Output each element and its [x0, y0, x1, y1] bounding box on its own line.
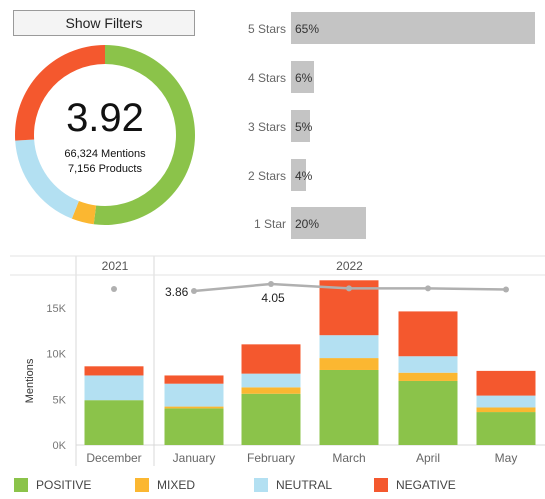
year-header-2022: 2022: [336, 259, 363, 273]
legend-negative[interactable]: NEGATIVE: [374, 478, 456, 492]
y-tick-label: 15K: [46, 303, 66, 315]
donut-slice-neutral[interactable]: [15, 139, 79, 219]
x-tick-label: May: [495, 451, 518, 465]
legend-swatch-positive: [14, 478, 28, 492]
legend-swatch-negative: [374, 478, 388, 492]
mentions-count: 66,324 Mentions: [64, 148, 146, 160]
star-value-5: 65%: [295, 22, 320, 36]
star-value-1: 20%: [295, 217, 320, 231]
bar-february-negative[interactable]: [241, 344, 301, 374]
x-tick-label: March: [332, 451, 365, 465]
star-label-5: 5 Stars: [247, 22, 286, 36]
bar-march-mixed[interactable]: [319, 358, 379, 370]
rating-point[interactable]: [191, 288, 197, 294]
bar-march-neutral[interactable]: [319, 335, 379, 359]
legend-swatch-mixed: [135, 478, 149, 492]
legend-label-mixed: MIXED: [157, 478, 196, 492]
legend-positive[interactable]: POSITIVE: [14, 478, 91, 492]
star-bar-1[interactable]: [291, 207, 367, 239]
bar-may-neutral[interactable]: [476, 395, 536, 408]
donut-slice-positive[interactable]: [93, 45, 195, 225]
x-tick-label: April: [416, 451, 440, 465]
year-header-2021: 2021: [102, 259, 129, 273]
star-bar-2[interactable]: [291, 159, 306, 191]
bar-february-mixed[interactable]: [241, 387, 301, 394]
x-tick-label: January: [173, 451, 216, 465]
star-value-4: 6%: [295, 71, 313, 85]
bar-january-negative[interactable]: [164, 375, 224, 384]
legend-swatch-neutral: [254, 478, 268, 492]
show-filters-button[interactable]: Show Filters: [13, 10, 195, 36]
bar-december-positive[interactable]: [84, 400, 144, 445]
star-label-2: 2 Stars: [247, 169, 286, 183]
bar-may-mixed[interactable]: [476, 407, 536, 413]
y-tick-label: 0K: [53, 440, 67, 452]
x-tick-label: December: [86, 451, 141, 465]
legend-mixed[interactable]: MIXED: [135, 478, 195, 492]
sentiment-donut-chart: [14, 45, 195, 225]
bar-may-positive[interactable]: [476, 412, 536, 445]
star-bar-5[interactable]: [291, 12, 535, 44]
monthly-mentions-chart: 2021 2022 0K 5K 10K 15K Mentions December Januar…: [10, 255, 545, 466]
legend-label-neutral: NEUTRAL: [276, 478, 333, 492]
rating-point-december[interactable]: [111, 286, 117, 292]
bar-february-neutral[interactable]: [241, 373, 301, 388]
y-tick-label: 10K: [46, 349, 66, 361]
bar-december-negative[interactable]: [84, 366, 144, 376]
bar-december-neutral[interactable]: [84, 375, 144, 401]
bar-may-negative[interactable]: [476, 370, 536, 396]
rating-point[interactable]: [346, 285, 352, 292]
bar-january-mixed[interactable]: [164, 406, 224, 409]
star-value-2: 4%: [295, 169, 313, 183]
y-tick-label: 5K: [53, 394, 67, 406]
rating-label-february: 4.05: [261, 291, 285, 305]
star-bar-4[interactable]: [291, 61, 314, 93]
star-bar-3[interactable]: [291, 110, 310, 142]
bar-april-mixed[interactable]: [398, 372, 458, 381]
rating-point[interactable]: [425, 285, 431, 292]
legend-label-positive: POSITIVE: [36, 478, 92, 492]
y-axis-title: Mentions: [24, 358, 36, 403]
bar-march-positive[interactable]: [319, 369, 379, 445]
donut-slice-negative[interactable]: [14, 45, 105, 141]
rating-point[interactable]: [503, 286, 509, 293]
bar-january-neutral[interactable]: [164, 383, 224, 407]
bar-february-positive[interactable]: [241, 393, 301, 445]
donut-slice-mixed[interactable]: [71, 201, 97, 225]
bar-april-negative[interactable]: [398, 311, 458, 357]
rating-point[interactable]: [268, 281, 274, 287]
bar-april-positive[interactable]: [398, 380, 458, 445]
rating-label-january: 3.86: [165, 285, 189, 299]
star-label-4: 4 Stars: [247, 71, 286, 85]
bar-january-positive[interactable]: [164, 408, 224, 445]
star-label-3: 3 Stars: [247, 120, 286, 134]
bar-april-neutral[interactable]: [398, 356, 458, 373]
products-count: 7,156 Products: [68, 163, 142, 175]
legend-neutral[interactable]: NEUTRAL: [254, 478, 332, 492]
legend-label-negative: NEGATIVE: [396, 478, 456, 492]
star-label-1: 1 Star: [253, 217, 286, 231]
average-rating-score: 3.92: [66, 96, 144, 140]
x-tick-label: February: [247, 451, 295, 465]
star-value-3: 5%: [295, 120, 313, 134]
